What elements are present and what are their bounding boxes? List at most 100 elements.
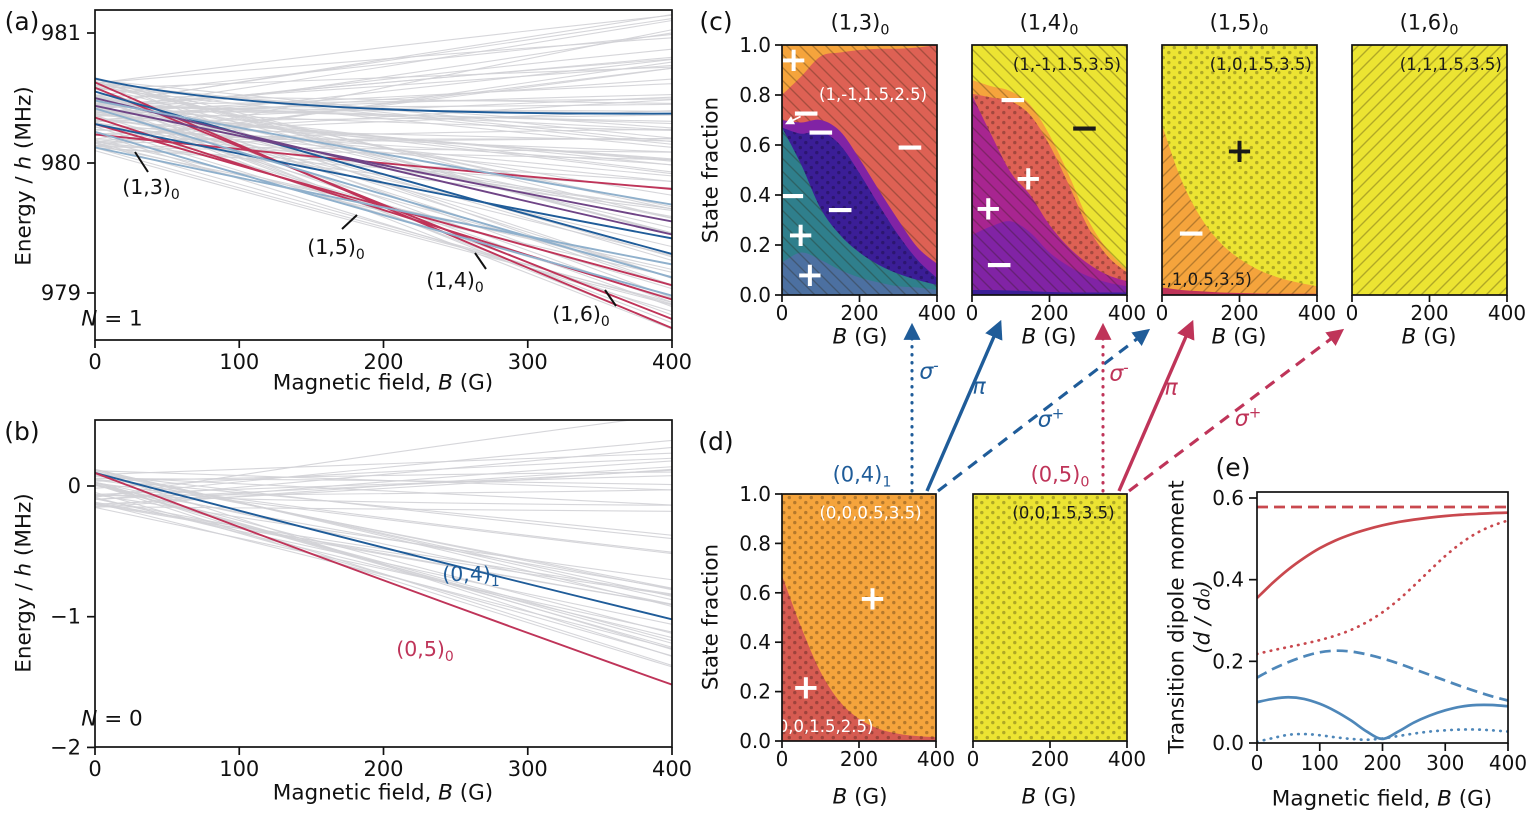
region-state-label: (1,-1,1.5,2.5) xyxy=(819,85,927,104)
sign-marker: − xyxy=(984,244,1014,285)
sign-marker: + xyxy=(796,255,825,295)
tick-label: 0 xyxy=(88,350,101,374)
state-region-hatch xyxy=(782,252,937,295)
background-energy-line xyxy=(95,128,672,143)
region-state-label: (1,1,1.5,3.5) xyxy=(1400,55,1502,74)
background-energy-line xyxy=(95,483,672,642)
background-energy-line xyxy=(95,109,672,114)
annotation-leader-line xyxy=(604,289,617,307)
panel-c-title-1-5-sub: 0 xyxy=(1259,22,1269,39)
tick-label: 0.2 xyxy=(739,233,771,257)
panel-d-title-0-4-main: (0,4) xyxy=(832,462,883,487)
panel-c-ylabel: State fraction xyxy=(698,96,724,244)
panel-c-title-1-4: (1,4)0 xyxy=(1020,11,1079,38)
state-label-1-3-sub: 0 xyxy=(170,187,180,204)
highlighted-energy-line xyxy=(95,99,672,206)
region-state-label: (0,0,1.5,2.5) xyxy=(771,717,873,736)
sign-marker: − xyxy=(825,189,855,230)
state-label-1-4: (1,4)0 xyxy=(426,268,483,296)
sigma-minus-blue-sup: - xyxy=(933,356,939,375)
state-label-1-4-main: (1,4) xyxy=(426,268,475,293)
transition-arrow-solid-crimson xyxy=(1117,319,1195,492)
sign-marker: + xyxy=(786,215,815,255)
tick-label: 200 xyxy=(363,350,403,374)
pi-crimson-main: π xyxy=(1164,375,1178,401)
tick-label: 400 xyxy=(1108,747,1146,771)
state-label-1-5-sub: 0 xyxy=(355,247,365,264)
tick-label: 200 xyxy=(363,757,403,781)
region-state-label: (0,0,0.5,3.5) xyxy=(820,504,922,523)
tick-label: 200 xyxy=(840,747,878,771)
state-label-0-5-main: (0,5) xyxy=(396,637,445,662)
dipole-curve-pi-blue xyxy=(1257,695,1508,741)
panel-c-xlabel-1-post: (G) xyxy=(847,324,888,350)
panel-d-title-0-4-sub: 1 xyxy=(882,474,892,491)
tick-label: 0.2 xyxy=(1212,649,1244,673)
tick-label: −2 xyxy=(50,735,81,759)
background-energy-line xyxy=(95,470,672,597)
highlighted-energy-line xyxy=(95,123,672,240)
panel-c-xlabel-3-sym: B xyxy=(1211,324,1227,350)
tick-label: 0 xyxy=(1251,751,1264,775)
transition-arrow-dashed-crimson xyxy=(1128,328,1345,493)
background-energy-line xyxy=(95,14,672,84)
panel-d-xlabel-1-post: (G) xyxy=(847,784,888,810)
tick-label: 0.8 xyxy=(739,83,771,107)
state-label-0-4: (0,4)1 xyxy=(442,563,499,590)
sigma-plus-crimson-main: σ xyxy=(1234,406,1249,432)
panel-c-title-1-6: (1,6)0 xyxy=(1400,11,1459,38)
panel-a-xlabel-post: (G) xyxy=(452,370,494,396)
background-energy-line xyxy=(95,147,672,303)
tick-label: 0.0 xyxy=(739,729,771,753)
tick-label: 200 xyxy=(1031,747,1069,771)
panel-d-title-0-5-sub: 0 xyxy=(1080,474,1090,491)
panel-b-xlabel-sym: B xyxy=(438,780,453,806)
tick-label: 0 xyxy=(966,301,979,325)
background-energy-line xyxy=(95,470,672,491)
background-energy-line xyxy=(95,19,672,111)
state-region-indigo xyxy=(972,289,1127,295)
panel-b-n-label: N = 0 xyxy=(81,708,142,732)
state-label-1-6: (1,6)0 xyxy=(552,303,609,330)
background-energy-line xyxy=(95,78,672,235)
panel-c-xlabel-2: B (G) xyxy=(1021,326,1076,350)
panel-b-plot: 0 −1 −2 0 100 200 300 400 xyxy=(50,419,692,781)
panel-e-ylabel-line2: (d / d₀) xyxy=(1190,580,1216,654)
tick-label: 400 xyxy=(652,757,692,781)
background-energy-line xyxy=(95,483,672,668)
tick-label: 400 xyxy=(1488,301,1526,325)
tick-label: 0.4 xyxy=(1212,568,1244,592)
sigma-plus-crimson-sup: + xyxy=(1248,403,1262,422)
tick-label: 200 xyxy=(840,301,878,325)
tick-label: 0.6 xyxy=(1212,486,1244,510)
highlighted-energy-line xyxy=(95,123,672,287)
panel-d-xlabel-2-sym: B xyxy=(1021,784,1037,810)
highlighted-energy-line xyxy=(95,146,672,266)
panel-c-xlabel-4-post: (G) xyxy=(1416,324,1457,350)
panel-d-xlabel-1: B (G) xyxy=(832,784,888,810)
tick-label: 400 xyxy=(1108,301,1146,325)
highlighted-energy-line xyxy=(95,133,672,190)
panel-a-n-post: = 1 xyxy=(97,306,143,332)
panel-d-title-0-5-main: (0,5) xyxy=(1030,462,1081,487)
state-label-1-5-main: (1,5) xyxy=(307,235,356,260)
tick-label: 100 xyxy=(219,757,259,781)
background-energy-line xyxy=(95,120,672,160)
panel-c-plot-1: (1,-1,1.5,3.5)−−++−0 200 400 xyxy=(966,44,1146,325)
background-energy-line xyxy=(95,466,672,509)
panel-c-xlabel-1: B (G) xyxy=(832,324,888,350)
transition-arrow-dashed-blue xyxy=(937,328,1151,493)
tick-label: 400 xyxy=(652,350,692,374)
tick-label: 400 xyxy=(918,301,956,325)
highlighted-energy-line xyxy=(95,86,672,320)
arrow-label-sigma-minus-blue: σ- xyxy=(919,356,939,385)
sigma-minus-blue-main: σ xyxy=(919,359,934,385)
highlighted-energy-line xyxy=(95,472,672,621)
panel-b-ylabel: Energy / h (MHz) xyxy=(12,493,37,672)
sign-marker: + xyxy=(792,668,821,708)
panel-a-letter: (a) xyxy=(4,6,40,36)
background-energy-line xyxy=(95,103,672,108)
dipole-curve-sigma-plus-blue xyxy=(1257,649,1508,702)
background-energy-line xyxy=(95,104,672,330)
